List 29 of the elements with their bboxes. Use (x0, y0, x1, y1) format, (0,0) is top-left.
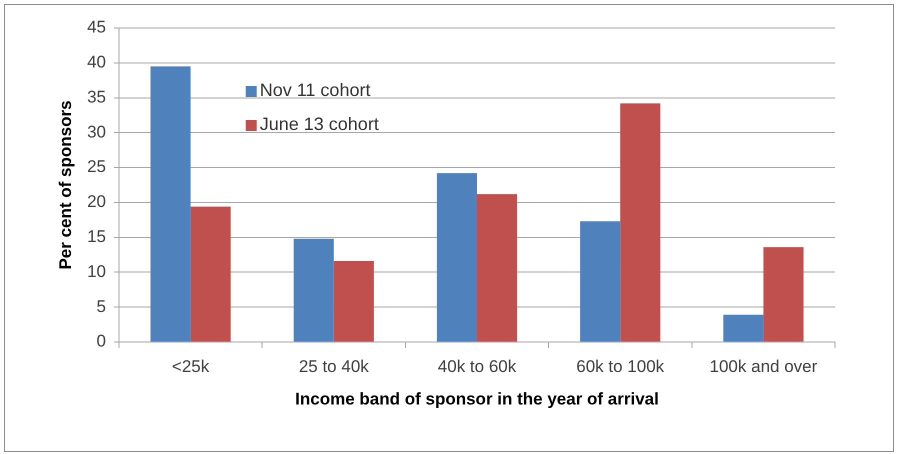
y-tick-label: 25 (87, 157, 106, 176)
bar (294, 238, 334, 342)
bar (763, 247, 804, 342)
y-tick-label: 35 (87, 87, 106, 106)
y-axis-title: Per cent of sponsors (56, 100, 75, 270)
x-tick-label: 60k to 100k (576, 356, 665, 376)
bar (477, 194, 518, 342)
bar (723, 314, 764, 342)
y-tick-label: 15 (87, 227, 106, 246)
x-tick-label: 40k to 60k (438, 356, 517, 376)
bar (150, 66, 191, 342)
x-tick-label: 100k and over (710, 356, 818, 376)
y-tick-label: 30 (87, 122, 106, 142)
x-tick-label: <25k (172, 356, 210, 376)
bar (580, 221, 620, 342)
x-axis-title: Income band of sponsor in the year of arrival (295, 389, 659, 408)
y-tick-label: 5 (96, 296, 106, 316)
y-tick-label: 40 (87, 52, 106, 72)
y-tick-label: 20 (87, 192, 106, 212)
y-tick-label: 45 (87, 18, 106, 37)
bar (334, 261, 374, 342)
bar (436, 173, 477, 342)
legend-label: June 13 cohort (260, 114, 379, 134)
bar (190, 206, 231, 342)
legend-label: Nov 11 cohort (260, 80, 370, 100)
y-tick-label: 0 (96, 332, 106, 351)
y-tick-label: 10 (87, 262, 106, 281)
bar (620, 103, 660, 342)
x-tick-label: 25 to 40k (298, 356, 370, 376)
